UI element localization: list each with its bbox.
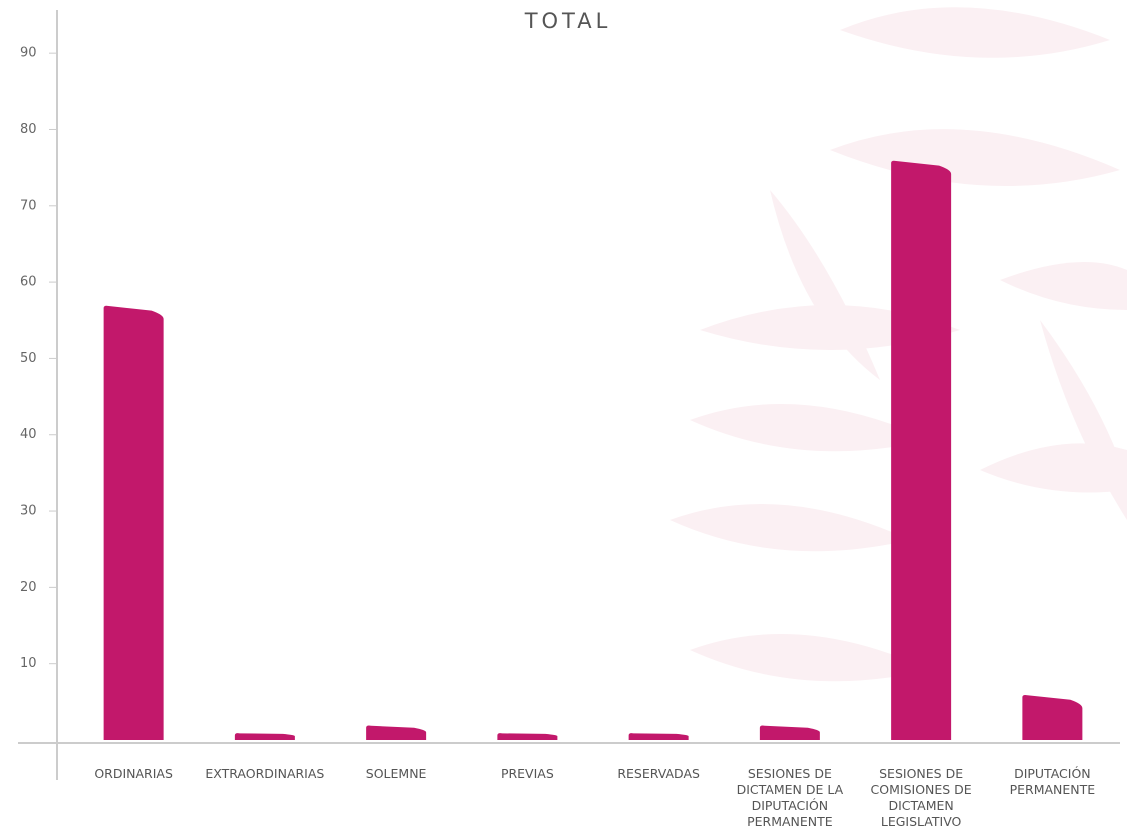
x-tick-label: RESERVADAS <box>617 766 700 781</box>
x-tick-label: SESIONES DE COMISIONES DE DICTAMEN LEGIS… <box>870 766 972 829</box>
x-tick-label: ORDINARIAS <box>94 766 173 781</box>
bar <box>497 733 558 740</box>
y-tick-label: 20 <box>20 580 37 595</box>
x-tick-label: EXTRAORDINARIAS <box>205 766 325 781</box>
y-tick-label: 90 <box>20 46 37 61</box>
x-tick-label: DIPUTACIÓN PERMANENTE <box>1009 766 1096 797</box>
bar <box>759 725 820 740</box>
bar <box>628 733 689 740</box>
y-tick-label: 40 <box>20 427 37 442</box>
y-tick-label: 80 <box>20 122 37 137</box>
chart-title: TOTAL <box>524 9 612 33</box>
y-tick-label: 70 <box>20 198 37 213</box>
bar <box>1022 694 1083 740</box>
y-tick-label: 10 <box>20 656 37 671</box>
y-tick-label: 50 <box>20 351 37 366</box>
bar <box>891 160 952 740</box>
bar <box>366 725 427 740</box>
x-tick-label: SESIONES DE DICTAMEN DE LA DIPUTACIÓN PE… <box>736 766 844 829</box>
y-tick-label: 60 <box>20 275 37 290</box>
x-tick-label: PREVIAS <box>500 766 554 781</box>
y-tick-label: 30 <box>20 504 37 519</box>
x-tick-label: SOLEMNE <box>365 766 427 781</box>
bar <box>234 733 295 740</box>
bar <box>103 305 164 740</box>
